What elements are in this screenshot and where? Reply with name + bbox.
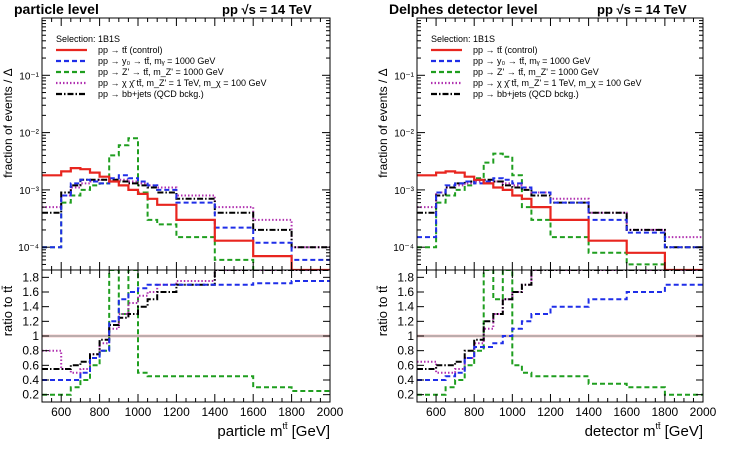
x-tick-label: 1800: [278, 405, 305, 419]
legend-label: pp → y₀ → tt̄, mᵧ = 1000 GeV: [473, 56, 590, 66]
series-y0: [42, 174, 330, 261]
panel-detector-level: Delphes detector level pp √s = 14 TeV 600 8…: [375, 1, 717, 440]
x-axis-label-unit: [GeV]: [660, 423, 703, 440]
main-series-group: [42, 137, 330, 270]
legend-label: pp → Z' → tt̄, m_Z' = 1000 GeV: [473, 67, 599, 77]
x-axis-label-main: detector m: [585, 423, 656, 440]
ratio-series-group: [417, 270, 703, 396]
plot-title: Delphes detector level: [389, 1, 538, 17]
series-ttbar: [42, 167, 330, 270]
y-axis-label: fraction of events / Δ: [1, 68, 15, 177]
legend-label: pp → Z' → tt̄, m_Z' = 1000 GeV: [98, 67, 224, 77]
y-tick-label: 10⁻²: [394, 129, 414, 140]
x-tick-label: 1400: [575, 405, 602, 419]
ratio-tick-label: 0.4: [397, 373, 414, 387]
ratio-axis-label: ratio to tt̄: [0, 285, 15, 336]
ratio-tick-label: 1.4: [397, 300, 414, 314]
x-tick-label: 2000: [690, 405, 717, 419]
series-Zprime: [42, 137, 255, 270]
x-axis-label: detector mtt̄ [GeV]: [585, 421, 703, 440]
series-qcd: [42, 178, 330, 249]
legend-label: pp → χ χ̄ tt̄, m_Z' = 1 TeV, m_χ = 100 G…: [98, 78, 266, 88]
ratio-tick-label: 1.4: [22, 300, 39, 314]
x-axis-label-main: particle m: [217, 423, 282, 440]
legend-label: pp → bb+jets (QCD bckg.): [98, 89, 204, 99]
legend-selection: Selection: 1B1S: [431, 34, 495, 44]
ratio-y0: [42, 280, 330, 381]
x-tick-label: 1800: [652, 405, 679, 419]
ratio-tick-label: 0.2: [22, 388, 39, 402]
legend-label: pp → tt̄ (control): [473, 45, 538, 55]
ratio-tick-label: 1: [407, 329, 414, 343]
ratio-y0: [417, 283, 703, 381]
ratio-tick-label: 1.6: [397, 285, 414, 299]
series-qcd: [417, 178, 703, 249]
y-axis-label: fraction of events / Δ: [376, 68, 390, 177]
y-tick-label: 10⁻¹: [19, 71, 39, 82]
ratio-tick-label: 0.8: [22, 344, 39, 358]
ratio-axis-label: ratio to tt̄: [375, 285, 390, 336]
ratio-chi: [417, 270, 703, 374]
y-tick-label: 10⁻²: [19, 129, 39, 140]
ratio-tick-label: 0.8: [397, 344, 414, 358]
legend-label: pp → y₀ → tt̄, mᵧ = 1000 GeV: [98, 56, 215, 66]
x-tick-label: 1600: [613, 405, 640, 419]
ratio-tick-label: 1.8: [22, 270, 39, 284]
x-tick-label: 800: [90, 405, 110, 419]
x-tick-label: 800: [464, 405, 484, 419]
ratio-Zprime: [417, 270, 703, 396]
ratio-Zprime: [42, 270, 330, 396]
x-tick-label: 1200: [163, 405, 190, 419]
main-series-group: [417, 152, 703, 270]
ratio-tick-label: 1.6: [22, 285, 39, 299]
x-tick-label: 1000: [499, 405, 526, 419]
energy-label: pp √s = 14 TeV: [597, 2, 687, 17]
series-Zprime: [417, 152, 666, 270]
plot-title: particle level: [14, 1, 99, 17]
x-axis-label-sup: tt̄: [655, 421, 661, 431]
energy-label: pp √s = 14 TeV: [222, 2, 312, 17]
ratio-tick-label: 0.2: [397, 388, 414, 402]
series-ttbar: [417, 170, 703, 270]
y-tick-label: 10⁻⁴: [393, 243, 414, 254]
x-axis-label: particle mtt̄ [GeV]: [217, 421, 330, 440]
y-tick-label: 10⁻³: [394, 186, 414, 197]
x-tick-label: 1000: [125, 405, 152, 419]
ratio-qcd: [42, 270, 330, 370]
series-y0: [417, 177, 703, 249]
legend-selection: Selection: 1B1S: [56, 34, 120, 44]
x-tick-label: 1400: [201, 405, 228, 419]
x-tick-label: 600: [51, 405, 71, 419]
x-axis-label-sup: tt̄: [282, 421, 288, 431]
y-tick-label: 10⁻¹: [394, 71, 414, 82]
x-tick-label: 1600: [240, 405, 267, 419]
legend-label: pp → tt̄ (control): [98, 45, 163, 55]
legend-label: pp → χ χ̄ tt̄, m_Z' = 1 TeV, m_χ = 100 G…: [473, 78, 641, 88]
x-tick-label: 1200: [537, 405, 564, 419]
x-axis-label-unit: [GeV]: [287, 423, 330, 440]
series-chi: [42, 178, 330, 249]
ratio-qcd: [417, 270, 703, 370]
y-tick-label: 10⁻³: [19, 186, 39, 197]
x-tick-label: 2000: [317, 405, 344, 419]
y-tick-label: 10⁻⁴: [18, 243, 39, 254]
ratio-tick-label: 1.2: [22, 314, 39, 328]
ratio-tick-label: 1.8: [397, 270, 414, 284]
ratio-tick-label: 0.6: [397, 358, 414, 372]
ratio-tick-label: 1: [32, 329, 39, 343]
ratio-tick-label: 0.6: [22, 358, 39, 372]
ratio-tick-label: 0.4: [22, 373, 39, 387]
ratio-chi: [42, 270, 330, 374]
legend-label: pp → bb+jets (QCD bckg.): [473, 89, 579, 99]
x-tick-label: 600: [426, 405, 446, 419]
ratio-tick-label: 1.2: [397, 314, 414, 328]
ratio-series-group: [42, 270, 330, 396]
